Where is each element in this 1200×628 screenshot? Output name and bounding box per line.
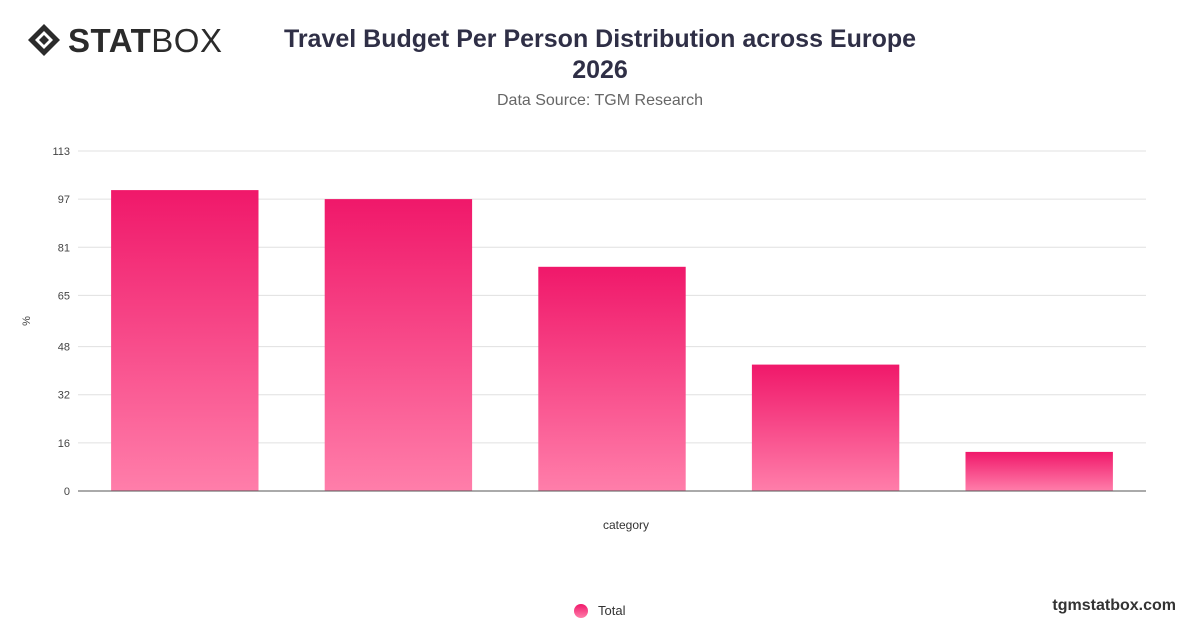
logo-bold-text: STAT — [68, 21, 152, 59]
statbox-logo: STATBOX — [26, 22, 222, 58]
brand-url: tgmstatbox.com — [1052, 597, 1176, 614]
y-axis-ticks: 0 16 32 48 65 81 97 113 — [52, 146, 70, 498]
logo-light-text: BOX — [151, 21, 223, 59]
y-tick-label: 32 — [58, 390, 70, 402]
y-tick-label: 65 — [58, 290, 70, 302]
bar-1[interactable] — [111, 190, 259, 491]
chart-subtitle: Data Source: TGM Research — [496, 92, 703, 109]
x-axis-label: category — [603, 518, 649, 532]
legend[interactable]: Total — [574, 603, 625, 618]
y-tick-label: 81 — [58, 242, 70, 254]
y-tick-label: 48 — [58, 342, 70, 354]
legend-swatch — [574, 603, 588, 618]
chart-title: Travel Budget Per Person Distribution ac… — [200, 24, 1000, 86]
bars — [111, 190, 1113, 491]
chart-title-line2: 2026 — [572, 56, 628, 84]
bar-3[interactable] — [538, 266, 686, 491]
bar-5[interactable] — [965, 451, 1113, 491]
y-tick-label: 16 — [58, 438, 70, 450]
bar-2[interactable] — [324, 199, 473, 491]
y-tick-label: 0 — [64, 486, 70, 498]
chart-title-line1: Travel Budget Per Person Distribution ac… — [283, 25, 917, 53]
statbox-diamond-icon — [28, 24, 60, 56]
y-tick-label: 97 — [58, 194, 70, 206]
y-tick-label: 113 — [52, 146, 70, 158]
logo-wordmark: STATBOX — [68, 24, 222, 57]
legend-label-total: Total — [598, 603, 626, 618]
bar-4[interactable] — [751, 364, 900, 491]
y-axis-label: % — [21, 316, 33, 326]
